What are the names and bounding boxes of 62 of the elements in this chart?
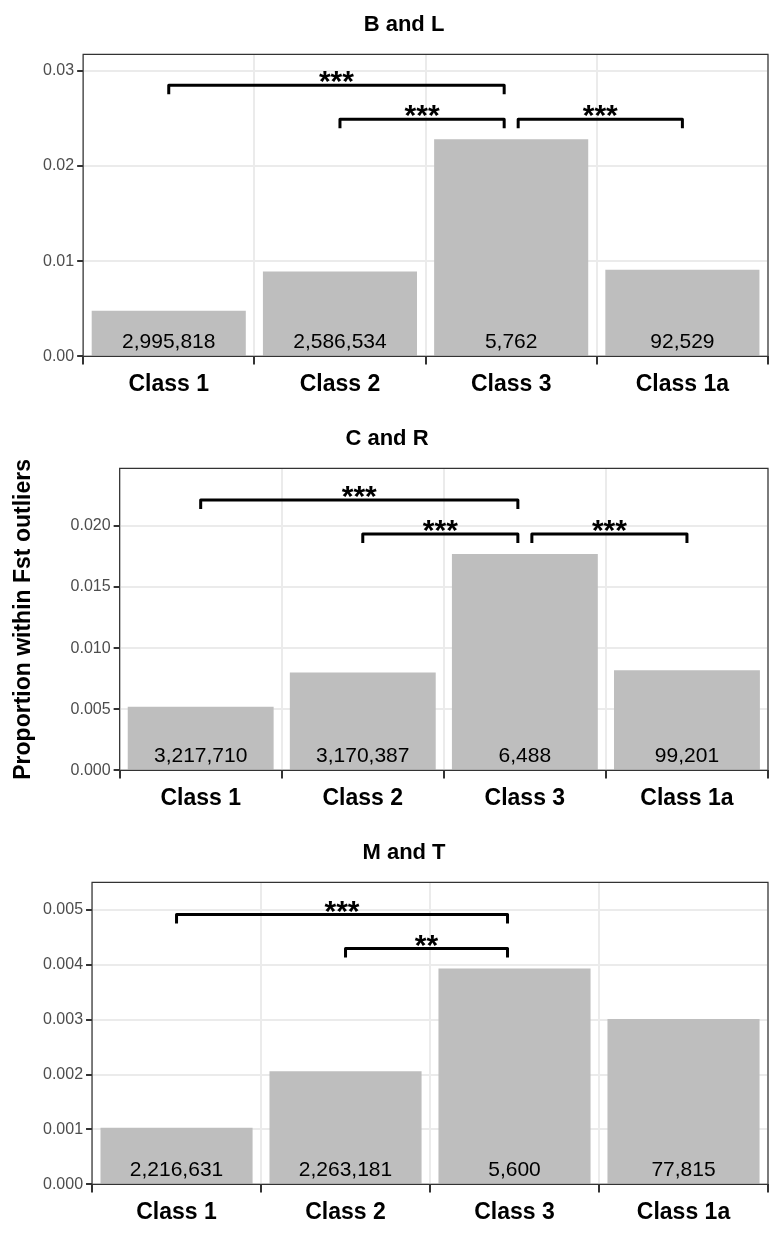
- x-tick-label: Class 1a: [635, 369, 730, 396]
- y-axis-title: Proportion within Fst outliers: [9, 459, 36, 780]
- bar: [262, 271, 418, 356]
- bar: [100, 1127, 253, 1184]
- annotation: 92,529: [650, 329, 715, 353]
- x-tick-label: Class 1a: [640, 783, 734, 810]
- y-tick-label: 0.010: [70, 638, 111, 656]
- annotation: ***: [422, 512, 459, 546]
- y-tick-label: 0.000: [42, 1174, 84, 1192]
- annotation: ***: [591, 512, 628, 546]
- annotation: 77,815: [651, 1157, 716, 1181]
- bar: [607, 1019, 760, 1184]
- y-tick-label: 0.015: [70, 577, 111, 595]
- bar: [438, 968, 591, 1184]
- x-tick-label: Class 1: [136, 1197, 218, 1224]
- x-tick-label: Class 2: [322, 783, 404, 810]
- annotation: 6,488: [498, 743, 552, 767]
- y-tick-label: 0.03: [43, 61, 75, 78]
- annotation: 2,995,818: [122, 329, 216, 353]
- y-tick-label: 0.004: [42, 955, 84, 973]
- y-tick-label: 0.005: [70, 699, 111, 717]
- bar: [605, 269, 760, 356]
- annotation: 99,201: [654, 743, 720, 767]
- y-tick-label: 0.001: [42, 1119, 84, 1137]
- annotation: ***: [582, 98, 619, 132]
- bar: [614, 670, 760, 770]
- y-tick-label: 0.00: [43, 346, 75, 364]
- chart-title: M and T: [362, 839, 447, 865]
- y-tick-label: 0.01: [43, 251, 75, 269]
- x-tick-label: Class 3: [484, 783, 566, 810]
- annotation: 3,170,387: [316, 743, 410, 767]
- annotation: 2,263,181: [298, 1157, 393, 1181]
- annotation: 3,217,710: [153, 743, 248, 767]
- annotation: 5,762: [484, 329, 538, 353]
- y-tick-label: 0.020: [70, 516, 111, 534]
- annotation: 2,216,631: [129, 1157, 224, 1181]
- x-tick-label: Class 1a: [636, 1197, 731, 1224]
- bar: [434, 139, 589, 356]
- annotation: 2,586,534: [293, 329, 387, 353]
- y-tick-label: 0.002: [42, 1064, 84, 1082]
- annotation: ***: [324, 893, 360, 927]
- annotation: **: [414, 927, 439, 961]
- chart-title: C and R: [345, 425, 429, 451]
- bar: [289, 672, 436, 770]
- x-tick-label: Class 3: [470, 369, 552, 396]
- bar: [269, 1071, 422, 1184]
- bar: [451, 553, 598, 770]
- chart-title: B and L: [363, 11, 445, 37]
- y-tick-label: 0.000: [70, 760, 111, 778]
- y-tick-label: 0.005: [42, 900, 84, 918]
- y-tick-label: 0.02: [43, 156, 75, 174]
- x-tick-label: Class 2: [305, 1197, 386, 1224]
- annotation: 5,600: [488, 1157, 541, 1181]
- annotation: ***: [341, 478, 378, 512]
- annotation: ***: [318, 64, 355, 98]
- annotation: ***: [404, 98, 440, 132]
- x-tick-label: Class 1: [160, 783, 242, 810]
- x-tick-label: Class 2: [299, 369, 381, 396]
- bar: [127, 706, 274, 770]
- x-tick-label: Class 1: [128, 369, 210, 396]
- x-tick-label: Class 3: [474, 1197, 555, 1224]
- y-tick-label: 0.003: [42, 1010, 84, 1028]
